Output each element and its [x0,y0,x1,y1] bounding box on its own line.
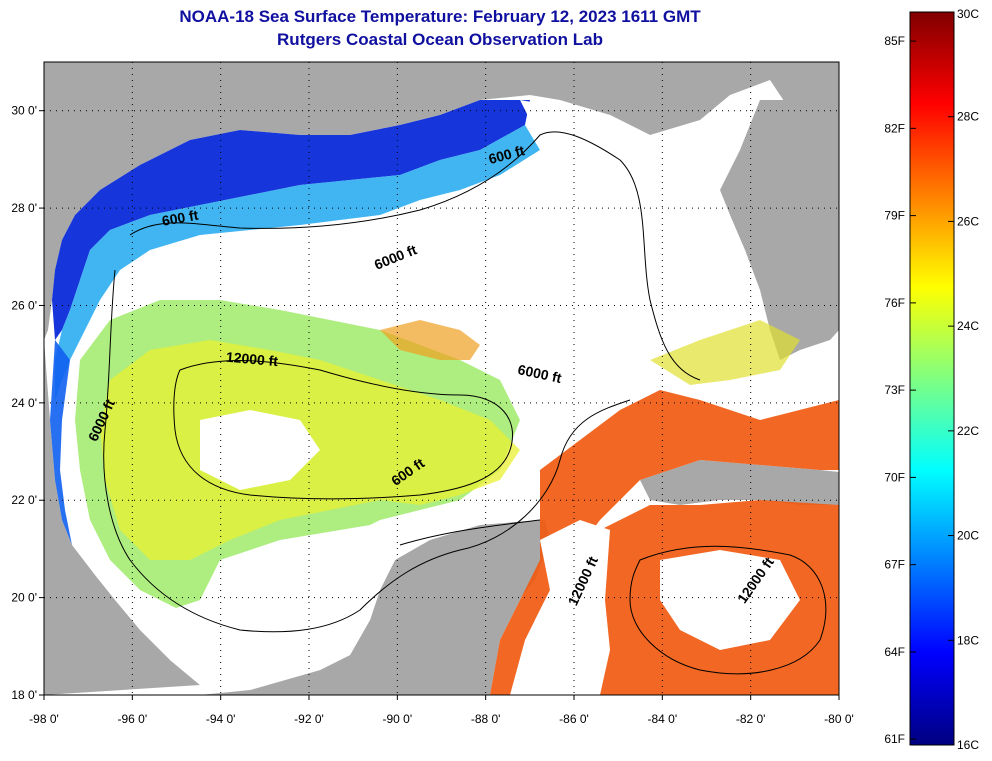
colorbar-f-label: 73F [884,383,905,397]
lat-tick-label: 18 0' [11,688,37,702]
colorbar-f-label: 67F [884,558,905,572]
lat-tick-label: 26 0' [11,298,37,312]
map-frame [43,61,840,696]
colorbar-f-label: 79F [884,209,905,223]
sst-caribbean-warm [490,390,839,695]
colorbar-f-label: 61F [884,732,905,746]
cloud-caribbean [525,520,610,680]
contour-caribbean-12000ft [629,545,827,675]
contour-6000ft [103,269,631,633]
colorbar-f-label: 70F [884,470,905,484]
contour-12000ft [173,360,514,500]
lon-tick-label: -92 0' [294,712,324,726]
lon-tick-label: -86 0' [559,712,589,726]
colorbar-c-label: 24C [957,319,979,333]
colorbar-f-label: 64F [884,645,905,659]
colorbar-scale [909,11,955,746]
contour-600ft [129,131,701,381]
colorbar-c-label: 26C [957,214,979,228]
lat-tick-label: 20 0' [11,591,37,605]
land-cuba [640,460,839,505]
map-subtitle: Rutgers Coastal Ocean Observation Lab [277,30,603,49]
map-title: NOAA-18 Sea Surface Temperature: Februar… [179,7,701,26]
colorbar-fahrenheit-labels: 85F 82F 79F 76F 73F 70F 67F 64F 61F [884,34,916,746]
cloud-east-caribbean [660,550,800,650]
longitude-tick-labels: -98 0' -96 0' -94 0' -92 0' -90 0' -88 0' -86 … [29,695,854,726]
sst-cool-shelf [55,125,540,400]
contour-label: 600 ft [161,207,200,229]
colorbar: 30C 28C 26C 24C 22C 20C 18C 16C 85F 82F 79F 76F 73F… [884,7,979,752]
lon-tick-label: -80 0' [824,712,854,726]
contour-yucatan [399,519,541,546]
sst-loop-orange [380,320,480,360]
sst-western-coast [50,340,72,545]
lon-tick-label: -98 0' [29,712,59,726]
sst-florida-strait [650,320,800,385]
land-mexico [44,340,200,695]
cloud-east-gulf [380,100,740,345]
colorbar-c-label: 20C [957,529,979,543]
lon-tick-label: -96 0' [118,712,148,726]
lat-tick-label: 30 0' [11,104,37,118]
contour-label: 12000 ft [225,349,279,370]
colorbar-f-label: 85F [884,34,905,48]
colorbar-c-label: 30C [957,7,979,21]
latitude-tick-labels: 30 0' 28 0' 26 0' 24 0' 22 0' 20 0' 18 0' [11,104,44,702]
colorbar-f-label: 82F [884,121,905,135]
lon-tick-label: -82 0' [736,712,766,726]
lat-tick-label: 22 0' [11,493,37,507]
lon-tick-label: -88 0' [471,712,501,726]
land-usa [44,62,839,340]
cloud-central [210,235,340,280]
sst-cold-shelf [52,100,530,340]
land-florida [720,100,839,360]
cloud-west-gulf [200,410,320,490]
colorbar-celsius-labels: 30C 28C 26C 24C 22C 20C 18C 16C [948,7,979,752]
lon-tick-label: -90 0' [383,712,413,726]
lat-tick-label: 28 0' [11,201,37,215]
lat-tick-label: 24 0' [11,396,37,410]
colorbar-c-label: 22C [957,424,979,438]
colorbar-c-label: 18C [957,633,979,647]
colorbar-f-label: 76F [884,296,905,310]
colorbar-c-label: 16C [957,738,979,752]
colorbar-c-label: 28C [957,110,979,124]
lon-tick-label: -94 0' [206,712,236,726]
bathymetry-contours [103,131,827,675]
lon-tick-label: -84 0' [648,712,678,726]
